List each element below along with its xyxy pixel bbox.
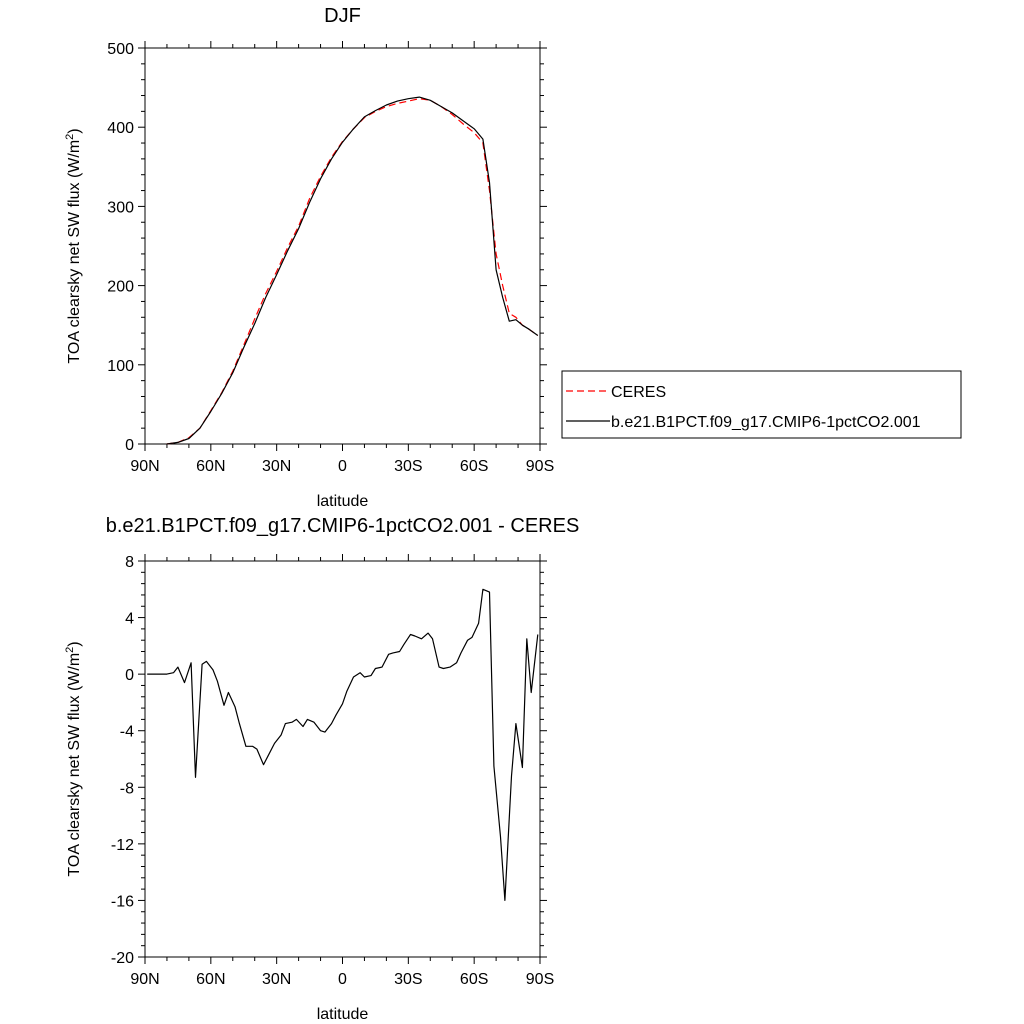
plot-frame	[144, 560, 541, 958]
x-tick-label: 0	[338, 971, 347, 988]
y-tick-label: -16	[111, 893, 134, 910]
y-tick-label: 300	[107, 199, 134, 216]
y-tick-label: 0	[125, 437, 134, 454]
x-tick-label: 30N	[262, 971, 291, 988]
y-axis-title: TOA clearsky net SW flux (W/m2)	[64, 128, 83, 363]
x-tick-label: 0	[338, 458, 347, 475]
y-tick-label: -12	[111, 837, 134, 854]
y-axis-title-main: TOA clearsky net SW flux (W/m	[66, 140, 83, 364]
y-tick-label: 0	[125, 667, 134, 684]
y-axis-title: TOA clearsky net SW flux (W/m2)	[64, 641, 83, 876]
top-panel: DJF 90N 60N 30N 0 30S 60S 90S 0 100 200 300 400 500 la…	[64, 5, 962, 510]
y-tick-label: 8	[125, 554, 134, 571]
y-axis-title-close: )	[66, 128, 83, 133]
y-tick-label: -8	[120, 780, 134, 797]
legend-label: b.e21.B1PCT.f09_g17.CMIP6-1pctCO2.001	[611, 414, 921, 431]
y-tick-label: 500	[107, 41, 134, 58]
y-axis-title-main: TOA clearsky net SW flux (W/m	[66, 653, 83, 877]
chart-title: b.e21.B1PCT.f09_g17.CMIP6-1pctCO2.001 - …	[106, 515, 580, 537]
y-axis-title-superscript: 2	[64, 134, 76, 140]
legend-label: CERES	[611, 384, 666, 401]
x-tick-label: 90N	[130, 458, 159, 475]
x-axis-title: latitude	[317, 1006, 369, 1023]
legend-box	[561, 370, 962, 439]
y-tick-label: 4	[125, 611, 134, 628]
x-tick-label: 30N	[262, 458, 291, 475]
chart-title: DJF	[324, 5, 361, 27]
y-tick-label: -20	[111, 950, 134, 967]
x-tick-label: 90S	[526, 971, 554, 988]
x-tick-label: 90N	[130, 971, 159, 988]
x-tick-label: 90S	[526, 458, 554, 475]
x-tick-label: 30S	[394, 971, 422, 988]
y-tick-label: 100	[107, 358, 134, 375]
y-tick-label: 200	[107, 279, 134, 296]
x-tick-label: 60S	[460, 971, 488, 988]
series-line-ceres	[166, 98, 539, 445]
plot-frame	[144, 47, 541, 445]
y-tick-label: -4	[120, 724, 134, 741]
bottom-panel: b.e21.B1PCT.f09_g17.CMIP6-1pctCO2.001 - …	[64, 515, 579, 1023]
series-line-model	[166, 96, 539, 445]
x-tick-label: 60N	[196, 971, 225, 988]
legend: CERES b.e21.B1PCT.f09_g17.CMIP6-1pctCO2.0…	[561, 370, 962, 439]
x-tick-label: 60N	[196, 458, 225, 475]
x-tick-label: 30S	[394, 458, 422, 475]
x-tick-label: 60S	[460, 458, 488, 475]
y-tick-label: 400	[107, 120, 134, 137]
series-line-model	[147, 588, 539, 902]
y-axis-title-close: )	[66, 641, 83, 646]
y-axis-title-superscript: 2	[64, 647, 76, 653]
x-axis-title: latitude	[317, 493, 369, 510]
